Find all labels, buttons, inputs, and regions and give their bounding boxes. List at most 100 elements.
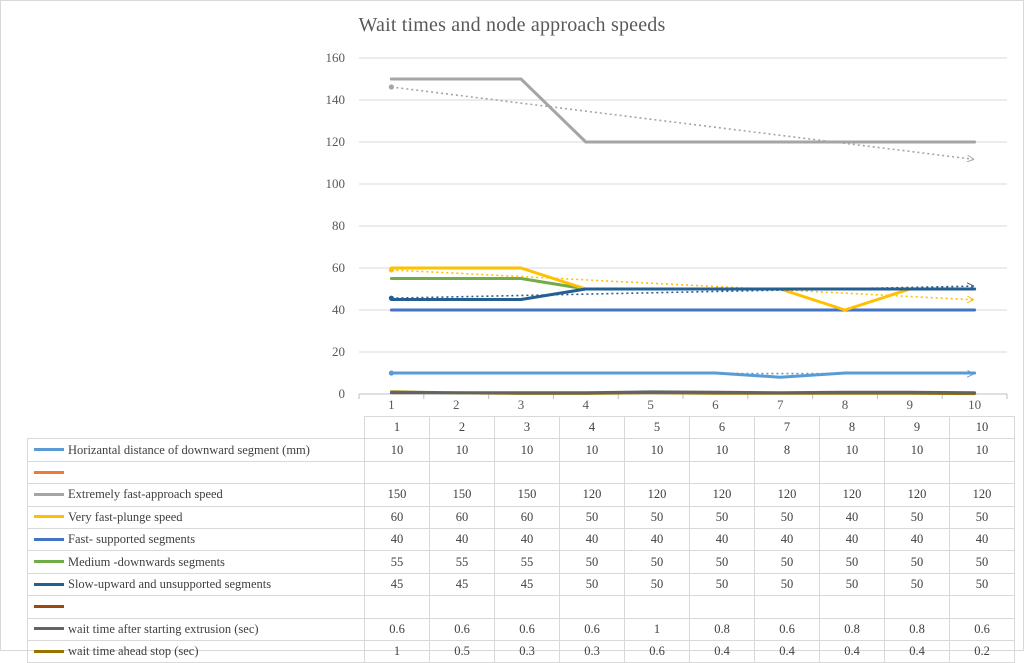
y-tick-label: 80 xyxy=(332,218,345,233)
value-cell: 45 xyxy=(364,572,430,597)
value-cell: 60 xyxy=(494,505,560,529)
series-line xyxy=(389,287,977,301)
value-cell: 50 xyxy=(754,550,820,574)
value-cell: 50 xyxy=(624,505,690,529)
series-name: Extremely fast-approach speed xyxy=(68,487,223,502)
value-cell xyxy=(819,460,885,485)
value-cell: 120 xyxy=(949,483,1015,507)
value-cell: 120 xyxy=(689,483,755,507)
value-cell: 0.8 xyxy=(819,617,885,641)
value-cell: 40 xyxy=(624,527,690,552)
trendline xyxy=(391,86,972,159)
y-tick-label: 140 xyxy=(326,92,346,107)
category-header: 2 xyxy=(429,415,495,440)
series-label-cell: Slow-upward and unsupported segments xyxy=(27,572,365,597)
value-cell: 1 xyxy=(624,617,690,641)
value-cell: 10 xyxy=(949,438,1015,462)
category-header: 4 xyxy=(559,415,625,440)
legend-key xyxy=(34,515,64,519)
value-cell: 0.2 xyxy=(949,639,1015,663)
x-tick-label: 1 xyxy=(388,397,395,412)
value-cell: 10 xyxy=(364,438,430,462)
value-cell: 0.3 xyxy=(494,639,560,663)
value-cell: 40 xyxy=(949,527,1015,552)
value-cell: 0.8 xyxy=(689,617,755,641)
value-cell xyxy=(884,460,950,485)
category-header: 10 xyxy=(949,415,1015,440)
value-cell: 60 xyxy=(429,505,495,529)
value-cell xyxy=(884,595,950,619)
x-tick-label: 7 xyxy=(777,397,784,412)
value-cell: 40 xyxy=(819,527,885,552)
series-name: Slow-upward and unsupported segments xyxy=(68,576,272,591)
value-cell: 0.4 xyxy=(689,639,755,663)
value-cell: 50 xyxy=(884,550,950,574)
y-tick-label: 60 xyxy=(332,260,345,275)
value-cell xyxy=(624,595,690,619)
series-name: Fast- supported segments xyxy=(68,532,196,547)
value-cell: 50 xyxy=(819,572,885,597)
value-cell: 0.6 xyxy=(494,617,560,641)
value-cell: 120 xyxy=(559,483,625,507)
legend-key xyxy=(34,582,64,586)
value-cell: 55 xyxy=(494,550,560,574)
value-cell: 50 xyxy=(884,572,950,597)
table-row xyxy=(27,595,1015,619)
value-cell: 50 xyxy=(754,505,820,529)
value-cell: 10 xyxy=(429,438,495,462)
table-row: wait time after starting extrusion (sec)… xyxy=(27,617,1015,641)
value-cell: 40 xyxy=(754,527,820,552)
value-cell: 45 xyxy=(429,572,495,597)
y-tick-label: 120 xyxy=(326,134,346,149)
series-name: wait time ahead stop (sec) xyxy=(68,644,199,659)
value-cell: 40 xyxy=(364,527,430,552)
value-cell: 10 xyxy=(559,438,625,462)
value-cell: 40 xyxy=(884,527,950,552)
value-cell: 45 xyxy=(494,572,560,597)
value-cell: 50 xyxy=(559,550,625,574)
value-cell: 0.4 xyxy=(819,639,885,663)
value-cell: 150 xyxy=(494,483,560,507)
value-cell: 0.8 xyxy=(884,617,950,641)
value-cell: 120 xyxy=(819,483,885,507)
trendline xyxy=(391,286,972,299)
legend-key xyxy=(34,627,64,631)
value-cell: 40 xyxy=(819,505,885,529)
legend-key xyxy=(34,448,64,452)
table-header-row: 1 2 3 4 5 6 7 8 9 10 xyxy=(27,415,1015,440)
chart-title: Wait times and node approach speeds xyxy=(358,14,666,36)
value-cell xyxy=(494,460,560,485)
trendline-start xyxy=(388,84,394,90)
value-cell xyxy=(364,460,430,485)
series-name: Horizantal distance of downward segment … xyxy=(68,442,310,457)
value-cell: 0.4 xyxy=(884,639,950,663)
legend-key xyxy=(34,492,64,496)
legend-key xyxy=(34,560,64,564)
value-cell: 40 xyxy=(559,527,625,552)
x-tick-label: 9 xyxy=(907,397,914,412)
value-cell xyxy=(429,595,495,619)
value-cell: 0.6 xyxy=(949,617,1015,641)
value-cell xyxy=(949,595,1015,619)
table-row: Very fast-plunge speed 60 60 60 50 50 50 50 40 50… xyxy=(27,505,1015,529)
y-tick-label: 100 xyxy=(326,176,346,191)
value-cell xyxy=(689,460,755,485)
value-cell: 0.6 xyxy=(559,617,625,641)
table-row: Fast- supported segments 40 40 40 40 40 40 40 40… xyxy=(27,527,1015,552)
legend-key xyxy=(34,470,64,474)
value-cell xyxy=(754,460,820,485)
value-cell: 10 xyxy=(884,438,950,462)
value-cell xyxy=(364,595,430,619)
value-cell: 50 xyxy=(689,505,755,529)
value-cell: 0.6 xyxy=(364,617,430,641)
value-cell: 50 xyxy=(624,550,690,574)
category-header: 3 xyxy=(494,415,560,440)
value-cell: 10 xyxy=(624,438,690,462)
value-cell: 50 xyxy=(819,550,885,574)
value-cell xyxy=(494,595,560,619)
series-line xyxy=(389,371,977,379)
value-cell xyxy=(689,595,755,619)
category-header: 6 xyxy=(689,415,755,440)
value-cell: 150 xyxy=(364,483,430,507)
table-row: Slow-upward and unsupported segments 45 45… xyxy=(27,572,1015,597)
